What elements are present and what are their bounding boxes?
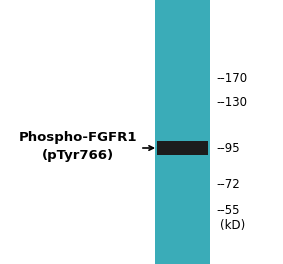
Text: --130: --130	[216, 97, 247, 110]
Text: (pTyr766): (pTyr766)	[42, 148, 114, 162]
Text: --170: --170	[216, 72, 247, 84]
Bar	[157, 141, 208, 155]
Text: --55: --55	[216, 204, 239, 216]
Text: Phospho-FGFR1: Phospho-FGFR1	[19, 131, 137, 144]
Text: (kD): (kD)	[220, 219, 245, 233]
Bar	[155, 0, 210, 264]
Text: --72: --72	[216, 178, 240, 191]
Text: --95: --95	[216, 142, 240, 154]
